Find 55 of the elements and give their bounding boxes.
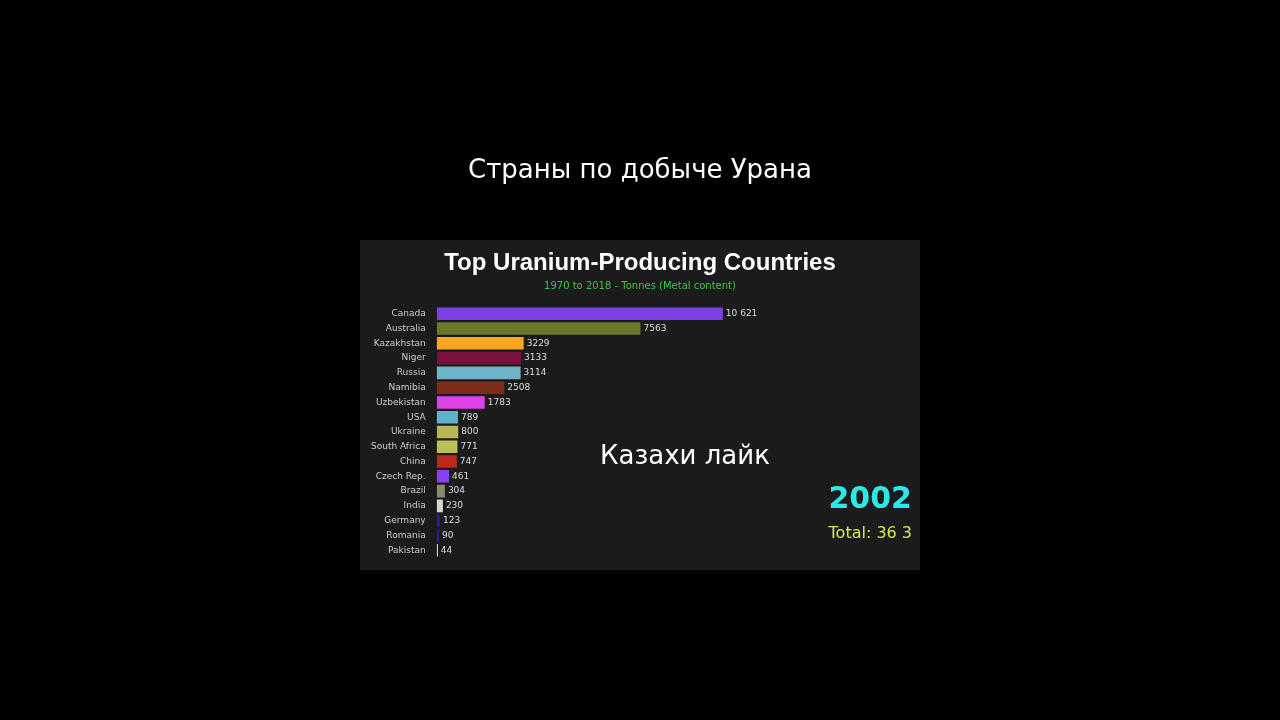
data-label: 10 621 [725,308,758,319]
y-tick-label: South Africa [371,441,426,452]
bar [436,366,521,380]
data-label: 747 [459,455,477,466]
y-tick-label: Romania [386,529,426,540]
data-label: 304 [447,485,466,496]
chart-title: Top Uranium-Producing Countries [443,248,837,276]
bar [436,425,459,439]
bar [436,322,641,335]
y-tick-label: Canada [391,308,426,319]
text: Total: 36 3 [828,523,912,542]
y-tick-label: Czech Rep. [375,470,426,481]
y-tick-label: Niger [401,352,426,363]
y-tick-label: Kazakhstan [373,337,426,348]
text: Страны по добыче Урана [467,153,813,186]
y-tick-label: Uzbekistan [375,396,426,407]
data-label: 90 [442,529,454,540]
data-label: 3133 [524,352,547,363]
y-tick-label: Australia [385,322,426,333]
data-label: 123 [443,515,461,525]
y-tick-label: Brazil [400,485,426,496]
annotation: Казахи лайк [600,440,770,470]
bar [436,410,458,424]
text: 2002 [828,480,912,515]
chart-subtitle: 1970 to 2018 - Tonnes (Metal content) [543,280,737,291]
bar [436,337,524,350]
data-label: 771 [460,441,478,452]
data-label: 789 [460,411,479,422]
data-label: 3114 [523,367,547,378]
bar [436,381,505,394]
y-tick-label: Ukraine [390,426,427,437]
bar [436,351,522,365]
bar [436,484,445,498]
y-tick-label: China [399,455,426,466]
data-label: 7563 [643,322,667,333]
data-label: 800 [461,426,479,437]
y-tick-label: Russia [396,367,426,378]
data-label: 461 [452,470,470,481]
data-label: 44 [440,544,453,555]
y-tick-label: Germany [384,515,427,525]
bar [436,440,458,454]
y-tick-label: Namibia [388,382,426,393]
bar [436,499,443,513]
data-label: 1783 [487,396,511,407]
bar [436,455,457,468]
bar [436,470,450,483]
y-tick-label: Pakistan [388,544,426,555]
bar [436,396,485,409]
bar [436,514,440,527]
data-label: 3229 [526,337,550,348]
y-tick-label: India [403,500,426,511]
data-label: 230 [445,500,464,511]
data-label: 2508 [507,382,531,393]
bar [436,307,723,321]
y-tick-label: USA [407,411,427,422]
